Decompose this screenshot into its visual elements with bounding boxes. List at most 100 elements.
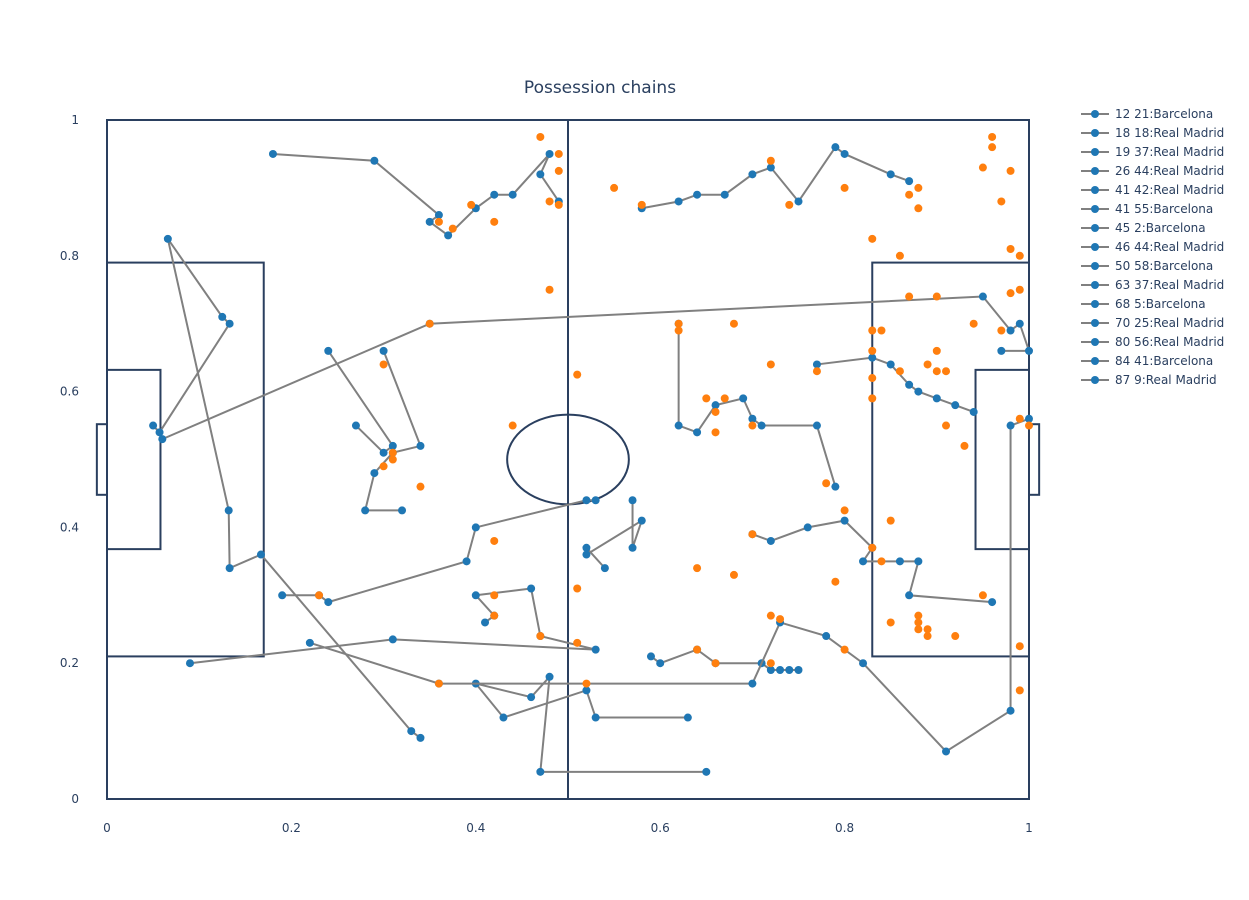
legend-item: 70 25:Real Madrid [1081, 316, 1224, 330]
event-point [942, 367, 951, 376]
event-point [840, 506, 849, 515]
series-point [794, 665, 803, 674]
series-point [149, 421, 158, 430]
event-point [766, 156, 775, 165]
series-point [256, 550, 265, 559]
event-point [1015, 414, 1024, 423]
event-point [978, 591, 987, 600]
series-point [462, 557, 471, 566]
legend-marker [1091, 281, 1099, 289]
series-point [646, 652, 655, 661]
series-point [895, 557, 904, 566]
event-point [388, 448, 397, 457]
series-11 [812, 353, 978, 416]
event-point [573, 370, 582, 379]
series-point [997, 346, 1006, 355]
series-point [508, 190, 517, 199]
series-point [416, 733, 425, 742]
event-point [1015, 686, 1024, 695]
right-six-yard-box [974, 368, 1030, 551]
series-point [757, 421, 766, 430]
left-penalty-area [106, 261, 265, 658]
legend-marker [1091, 262, 1099, 270]
series-point [1025, 346, 1033, 355]
x-tick-label: 0.6 [651, 821, 670, 835]
legend-item: 80 56:Real Madrid [1081, 335, 1224, 349]
event-point [877, 326, 886, 335]
y-tick-label: 0.2 [60, 656, 79, 670]
event-point [490, 611, 499, 620]
x-tick-label: 0.2 [282, 821, 301, 835]
series-point [812, 421, 821, 430]
event-point [1025, 421, 1033, 430]
series-point [527, 693, 536, 702]
event-point [766, 360, 775, 369]
x-tick-label: 0.4 [466, 821, 485, 835]
event-point [822, 479, 831, 488]
x-tick-label: 0.8 [835, 821, 854, 835]
legend-label: 84 41:Barcelona [1115, 354, 1213, 368]
event-point [554, 166, 563, 175]
event-points [315, 132, 1033, 695]
event-point [554, 200, 563, 209]
legend-item: 46 44:Real Madrid [1081, 240, 1224, 254]
series-point [785, 665, 794, 674]
event-point [467, 200, 476, 209]
event-point [868, 543, 877, 552]
series-point [693, 190, 702, 199]
legend-marker [1091, 319, 1099, 327]
series-point [545, 149, 554, 158]
event-point [416, 482, 425, 491]
legend-marker [1091, 167, 1099, 175]
series-point [840, 149, 849, 158]
series-point [224, 506, 233, 515]
series-point [600, 564, 609, 573]
series-point [905, 177, 914, 186]
event-point [785, 200, 794, 209]
event-point [868, 326, 877, 335]
series-point [591, 645, 600, 654]
series-line [473, 673, 707, 773]
series-point [1025, 414, 1033, 423]
event-point [711, 407, 720, 416]
series-point [582, 496, 591, 505]
event-point [905, 292, 914, 301]
event-point [988, 132, 997, 141]
series-point [905, 591, 914, 600]
series-point [637, 516, 646, 525]
series-point [155, 428, 164, 437]
series-point [225, 319, 234, 328]
event-point [766, 611, 775, 620]
series-point [748, 170, 757, 179]
legend-label: 19 37:Real Madrid [1115, 145, 1224, 159]
series-point [711, 401, 720, 410]
series-line [641, 145, 910, 210]
left-goal [95, 423, 109, 496]
legend-label: 41 55:Barcelona [1115, 202, 1213, 216]
event-point [720, 394, 729, 403]
legend-item: 18 18:Real Madrid [1081, 126, 1224, 140]
series-12 [637, 143, 914, 213]
event-point [923, 360, 932, 369]
series-point [1006, 421, 1015, 430]
series-point [582, 550, 591, 559]
series-point [969, 407, 978, 416]
event-point [748, 530, 757, 539]
series-point [831, 143, 840, 152]
right-goal [1028, 423, 1041, 496]
event-point [776, 615, 785, 624]
event-point [969, 319, 978, 328]
event-point [554, 149, 563, 158]
series-point [739, 394, 748, 403]
event-point [610, 183, 619, 192]
legend-marker [1091, 186, 1099, 194]
series-line [327, 350, 395, 455]
event-point [868, 394, 877, 403]
series-10 [646, 645, 803, 674]
event-point [1006, 166, 1015, 175]
legend-label: 63 37:Real Madrid [1115, 278, 1224, 292]
event-point [914, 611, 923, 620]
event-point [914, 204, 923, 213]
legend-marker [1091, 300, 1099, 308]
series-point [370, 156, 379, 165]
